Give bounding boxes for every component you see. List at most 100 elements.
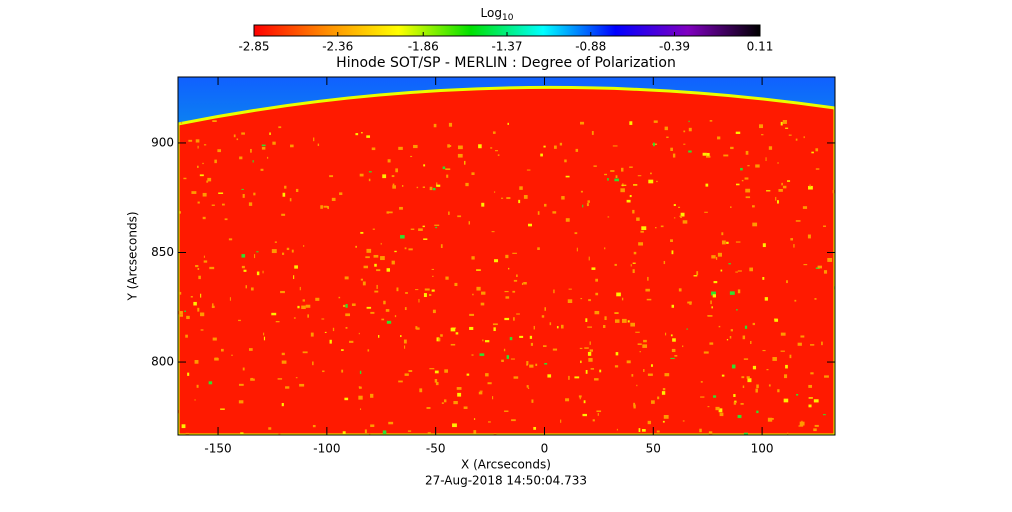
image-speckle [630, 264, 632, 267]
image-speckle [291, 249, 294, 253]
image-speckle [595, 278, 599, 282]
image-speckle [717, 136, 721, 140]
image-speckle [426, 407, 431, 409]
image-speckle [700, 396, 705, 398]
image-speckle [268, 427, 272, 430]
image-speckle [808, 404, 812, 408]
image-speckle [591, 267, 596, 270]
image-speckle [464, 160, 466, 165]
image-speckle [632, 262, 636, 264]
image-speckle [660, 225, 664, 228]
image-speckle [808, 384, 813, 388]
image-speckle [761, 134, 764, 136]
image-speckle [642, 428, 646, 432]
image-speckle [777, 389, 780, 393]
image-speckle [560, 324, 564, 329]
image-speckle [735, 271, 738, 273]
image-speckle [382, 430, 387, 435]
image-speckle [768, 384, 771, 387]
image-speckle [711, 255, 716, 259]
image-speckle [742, 385, 745, 388]
image-speckle [497, 154, 500, 156]
image-speckle [574, 232, 578, 235]
image-speckle [299, 286, 301, 291]
image-speckle [786, 280, 788, 284]
image-speckle [621, 184, 627, 186]
image-speckle [594, 310, 600, 315]
image-speckle [401, 184, 404, 187]
image-speckle [615, 352, 619, 356]
image-speckle [604, 173, 608, 176]
image-speckle [795, 220, 801, 222]
image-speckle [529, 335, 533, 339]
image-speckle [179, 291, 182, 295]
image-speckle [321, 318, 325, 320]
image-speckle [621, 318, 627, 323]
image-speckle [646, 298, 652, 301]
image-speckle [645, 288, 650, 292]
image-speckle [565, 398, 570, 402]
image-speckle [683, 130, 686, 133]
image-speckle [392, 183, 395, 187]
image-speckle [674, 355, 678, 357]
image-speckle [370, 311, 375, 314]
image-speckle [229, 297, 231, 301]
image-speckle [366, 135, 371, 138]
image-speckle [447, 144, 450, 148]
image-speckle [633, 404, 636, 409]
image-speckle [712, 294, 716, 298]
image-speckle [508, 267, 510, 270]
image-speckle [243, 269, 247, 272]
image-speckle [285, 386, 290, 389]
image-speckle [777, 162, 779, 164]
image-speckle [759, 124, 763, 129]
image-speckle [442, 166, 446, 170]
image-speckle [501, 359, 504, 362]
image-speckle [256, 271, 260, 276]
image-speckle [241, 188, 244, 190]
image-speckle [706, 155, 711, 158]
image-speckle [729, 335, 732, 339]
image-speckle [472, 293, 474, 296]
image-speckle [647, 373, 653, 376]
image-speckle [752, 205, 755, 208]
image-speckle [661, 391, 666, 395]
image-speckle [202, 162, 204, 165]
image-speckle [672, 153, 676, 158]
image-speckle [345, 304, 348, 308]
y-axis-label: Y (Arcseconds) [126, 211, 140, 301]
image-speckle [391, 175, 395, 178]
image-speckle [281, 360, 287, 364]
image-speckle [604, 316, 607, 321]
image-speckle [544, 203, 547, 207]
image-speckle [399, 206, 403, 210]
image-speckle [358, 395, 363, 400]
image-speckle [404, 307, 407, 311]
image-speckle [441, 402, 444, 404]
image-speckle [774, 318, 779, 322]
image-speckle [627, 320, 630, 323]
image-speckle [493, 191, 496, 193]
image-speckle [214, 357, 219, 361]
image-speckle [481, 291, 486, 295]
image-speckle [582, 413, 587, 417]
image-speckle [707, 315, 711, 317]
image-speckle [360, 278, 364, 281]
image-speckle [531, 399, 534, 403]
image-speckle [200, 293, 202, 298]
image-speckle [385, 309, 390, 312]
y-tick-label: 900 [151, 135, 174, 149]
image-speckle [238, 319, 241, 322]
image-speckle [404, 247, 407, 250]
image-speckle [823, 225, 826, 227]
image-speckle [559, 142, 563, 146]
image-speckle [665, 332, 667, 336]
image-speckle [200, 312, 205, 317]
image-speckle [591, 131, 594, 135]
image-speckle [657, 396, 660, 400]
image-speckle [568, 288, 572, 290]
image-speckle [202, 216, 206, 220]
image-speckle [275, 320, 280, 323]
image-speckle [252, 160, 254, 163]
image-speckle [603, 325, 606, 328]
